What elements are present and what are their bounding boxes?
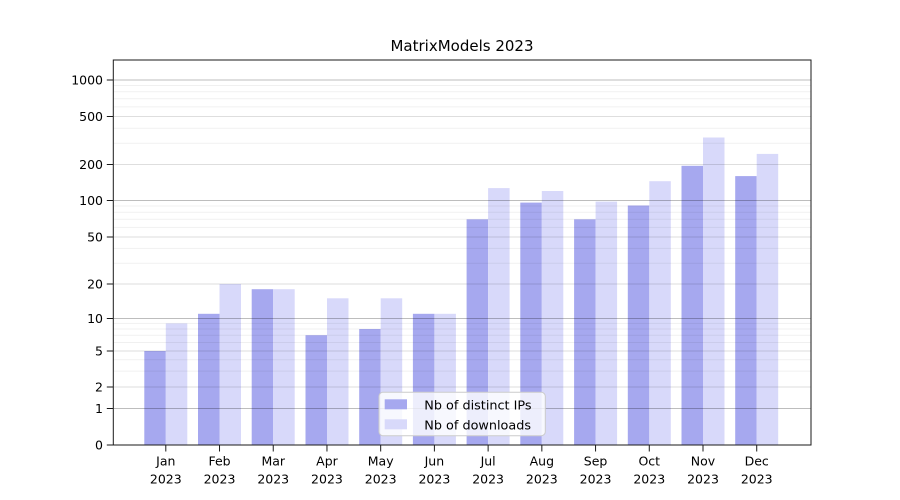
bars-layer <box>144 137 779 446</box>
x-tick-label-year-may: 2023 <box>365 472 397 487</box>
bar-nb-of-distinct-ips-mar <box>251 289 274 445</box>
x-tick-label-year-mar: 2023 <box>257 472 289 487</box>
bar-nb-of-downloads-jul <box>488 188 510 445</box>
y-tick-label-5: 5 <box>95 343 103 358</box>
legend: Nb of distinct IPs Nb of downloads <box>378 391 546 437</box>
x-tick-label-month-sep: Sep <box>584 454 608 469</box>
y-tick-label-50: 50 <box>87 229 103 244</box>
x-tick-label-month-jun: Jun <box>424 454 445 469</box>
legend-swatch-nb-of-distinct-ips <box>384 399 407 410</box>
chart-title: MatrixModels 2023 <box>390 37 533 55</box>
x-tick-label-month-apr: Apr <box>316 454 338 469</box>
x-tick-label-year-nov: 2023 <box>687 472 719 487</box>
x-tick-label-month-feb: Feb <box>208 454 230 469</box>
y-tick-label-200: 200 <box>79 157 103 172</box>
bar-nb-of-distinct-ips-apr <box>305 335 327 445</box>
y-tick-label-500: 500 <box>79 109 103 124</box>
x-tick-label-year-jun: 2023 <box>418 472 450 487</box>
bar-nb-of-downloads-nov <box>703 137 725 445</box>
legend-label-nb-of-distinct-ips: Nb of distinct IPs <box>424 399 532 414</box>
legend-swatch-nb-of-downloads <box>384 419 407 430</box>
x-tick-label-month-nov: Nov <box>691 454 716 469</box>
x-tick-label-month-dec: Dec <box>745 454 769 469</box>
x-tick-label-year-dec: 2023 <box>741 472 773 487</box>
bar-nb-of-downloads-feb <box>219 284 241 445</box>
bar-nb-of-downloads-jan <box>165 323 188 445</box>
bar-nb-of-downloads-oct <box>649 181 671 445</box>
y-tick-label-1000: 1000 <box>71 72 103 87</box>
x-tick-label-year-feb: 2023 <box>204 472 236 487</box>
bar-nb-of-downloads-dec <box>756 153 779 445</box>
bar-nb-of-distinct-ips-oct <box>627 205 650 445</box>
y-tick-label-20: 20 <box>87 276 103 291</box>
bar-nb-of-distinct-ips-nov <box>681 165 703 446</box>
bar-nb-of-distinct-ips-jan <box>144 351 166 445</box>
x-tick-label-month-jul: Jul <box>480 454 496 469</box>
plot-border <box>112 59 812 446</box>
x-tick-label-year-aug: 2023 <box>526 472 558 487</box>
y-tick-label-0: 0 <box>95 437 103 452</box>
legend-box <box>378 391 546 437</box>
bar-nb-of-downloads-apr <box>327 298 349 445</box>
bar-nb-of-distinct-ips-jul <box>466 219 489 445</box>
x-tick-label-month-may: May <box>368 454 394 469</box>
x-tick-label-year-jan: 2023 <box>150 472 182 487</box>
gridlines-layer <box>113 79 811 409</box>
bar-nb-of-downloads-mar <box>273 289 295 445</box>
bar-nb-of-downloads-aug <box>541 191 564 445</box>
x-tick-label-month-jan: Jan <box>155 454 175 469</box>
legend-label-nb-of-downloads: Nb of downloads <box>424 419 531 434</box>
bar-nb-of-distinct-ips-feb <box>198 313 220 445</box>
bar-nb-of-distinct-ips-aug <box>520 202 542 445</box>
y-tick-label-1: 1 <box>95 401 103 416</box>
x-tick-label-month-oct: Oct <box>638 454 660 469</box>
bar-nb-of-distinct-ips-may <box>359 329 381 445</box>
x-tick-label-month-aug: Aug <box>530 454 554 469</box>
y-tick-label-10: 10 <box>87 311 103 326</box>
x-tick-label-year-jul: 2023 <box>472 472 504 487</box>
x-tick-label-year-sep: 2023 <box>580 472 612 487</box>
bar-nb-of-downloads-sep <box>595 201 618 445</box>
bar-nb-of-distinct-ips-sep <box>574 219 596 445</box>
y-tick-label-100: 100 <box>79 193 103 208</box>
x-tick-label-month-mar: Mar <box>261 454 285 469</box>
axes-layer: 0 1 2 5 10 20 50 100 200 500 1000 Jan 2023 Feb 2023 Mar… <box>71 59 812 487</box>
x-tick-label-year-apr: 2023 <box>311 472 343 487</box>
bar-nb-of-distinct-ips-dec <box>735 176 757 445</box>
x-tick-label-year-oct: 2023 <box>633 472 665 487</box>
y-tick-label-2: 2 <box>95 379 103 394</box>
